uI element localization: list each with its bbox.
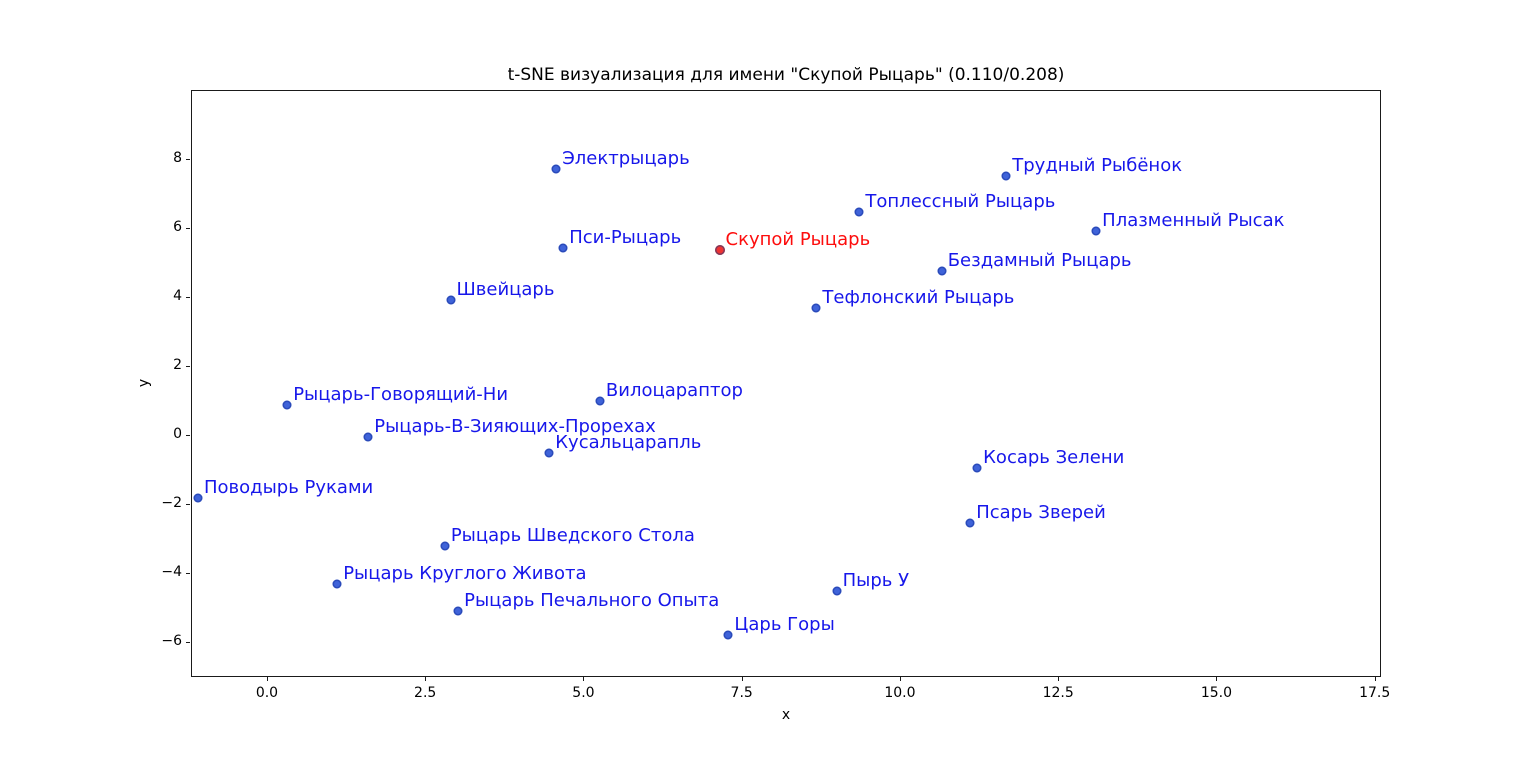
x-tick-mark	[1058, 677, 1060, 681]
x-tick-label: 15.0	[1200, 685, 1232, 701]
plot-area	[191, 90, 1381, 677]
y-tick-mark	[186, 297, 190, 299]
x-tick-label: 0.0	[255, 685, 279, 701]
data-point	[832, 586, 842, 596]
point-label: Рыцарь Круглого Живота	[343, 562, 587, 584]
x-tick-mark	[425, 677, 427, 681]
point-label: Бездамный Рыцарь	[947, 249, 1132, 271]
data-point	[446, 295, 456, 305]
data-point	[811, 303, 821, 313]
data-point	[558, 243, 568, 253]
data-point	[854, 207, 864, 217]
highlighted-data-point	[714, 244, 725, 255]
y-tick-mark	[186, 573, 190, 575]
y-tick-label: −2	[161, 495, 182, 512]
chart-title: t-SNE визуализация для имени "Скупой Рыц…	[507, 65, 1065, 85]
point-label: Швейцарь	[456, 278, 555, 300]
data-point	[1001, 171, 1011, 181]
x-tick-label: 12.5	[1042, 685, 1074, 701]
point-label: Рыцарь Печального Опыта	[464, 589, 720, 611]
x-tick-label: 5.0	[572, 685, 595, 701]
y-tick-mark	[186, 642, 190, 644]
x-tick-label: 7.5	[730, 685, 753, 701]
data-point	[965, 518, 975, 528]
point-label: Плазменный Рысак	[1102, 209, 1285, 231]
point-label: Вилоцараптор	[605, 379, 743, 401]
x-tick-mark	[741, 677, 743, 681]
highlighted-point-label: Скупой Рыцарь	[725, 228, 871, 250]
data-point	[1091, 226, 1101, 236]
point-label: Рыцарь Шведского Стола	[450, 524, 695, 546]
x-axis-label: x	[781, 707, 791, 723]
data-point	[363, 432, 373, 442]
point-label: Рыцарь-В-Зияющих-Прорехах	[374, 416, 656, 438]
point-label: Тефлонский Рыцарь	[822, 286, 1015, 308]
y-tick-mark	[186, 159, 190, 161]
point-label: Поводырь Руками	[203, 477, 374, 499]
point-label: Электрыцарь	[562, 148, 690, 170]
y-tick-label: −6	[161, 633, 182, 650]
data-point	[937, 266, 947, 276]
data-point	[332, 579, 342, 589]
x-tick-mark	[1216, 677, 1218, 681]
data-point	[453, 606, 463, 616]
data-point	[440, 541, 450, 551]
data-point	[723, 630, 733, 640]
data-point	[544, 448, 554, 458]
x-tick-label: 10.0	[884, 685, 916, 701]
y-tick-label: −4	[161, 564, 182, 581]
y-tick-mark	[186, 228, 190, 230]
x-tick-mark	[266, 677, 268, 681]
x-tick-mark	[583, 677, 585, 681]
x-tick-mark	[1374, 677, 1376, 681]
x-tick-label: 17.5	[1359, 685, 1391, 701]
y-tick-mark	[186, 504, 190, 506]
data-point	[595, 396, 605, 406]
point-label: Псарь Зверей	[976, 502, 1106, 524]
y-tick-mark	[186, 366, 190, 368]
y-axis-label: y	[136, 378, 153, 388]
data-point	[551, 164, 561, 174]
y-tick-label: 4	[173, 288, 182, 305]
data-point	[282, 400, 292, 410]
point-label: Рыцарь-Говорящий-Ни	[293, 383, 509, 405]
data-point	[972, 463, 982, 473]
point-label: Кусальцарапль	[555, 431, 702, 453]
x-tick-mark	[899, 677, 901, 681]
point-label: Трудный Рыбёнок	[1012, 154, 1183, 176]
y-tick-label: 0	[173, 426, 182, 443]
point-label: Царь Горы	[734, 613, 835, 635]
y-tick-mark	[186, 435, 190, 437]
y-tick-label: 2	[173, 357, 182, 374]
point-label: Пырь У	[842, 570, 910, 592]
data-point	[193, 493, 203, 503]
y-tick-label: 6	[173, 219, 182, 236]
x-tick-label: 2.5	[414, 685, 437, 701]
point-label: Косарь Зелени	[983, 447, 1125, 469]
point-label: Топлессный Рыцарь	[865, 190, 1056, 212]
y-tick-label: 8	[173, 150, 182, 167]
point-label: Пси-Рыцарь	[569, 227, 682, 249]
